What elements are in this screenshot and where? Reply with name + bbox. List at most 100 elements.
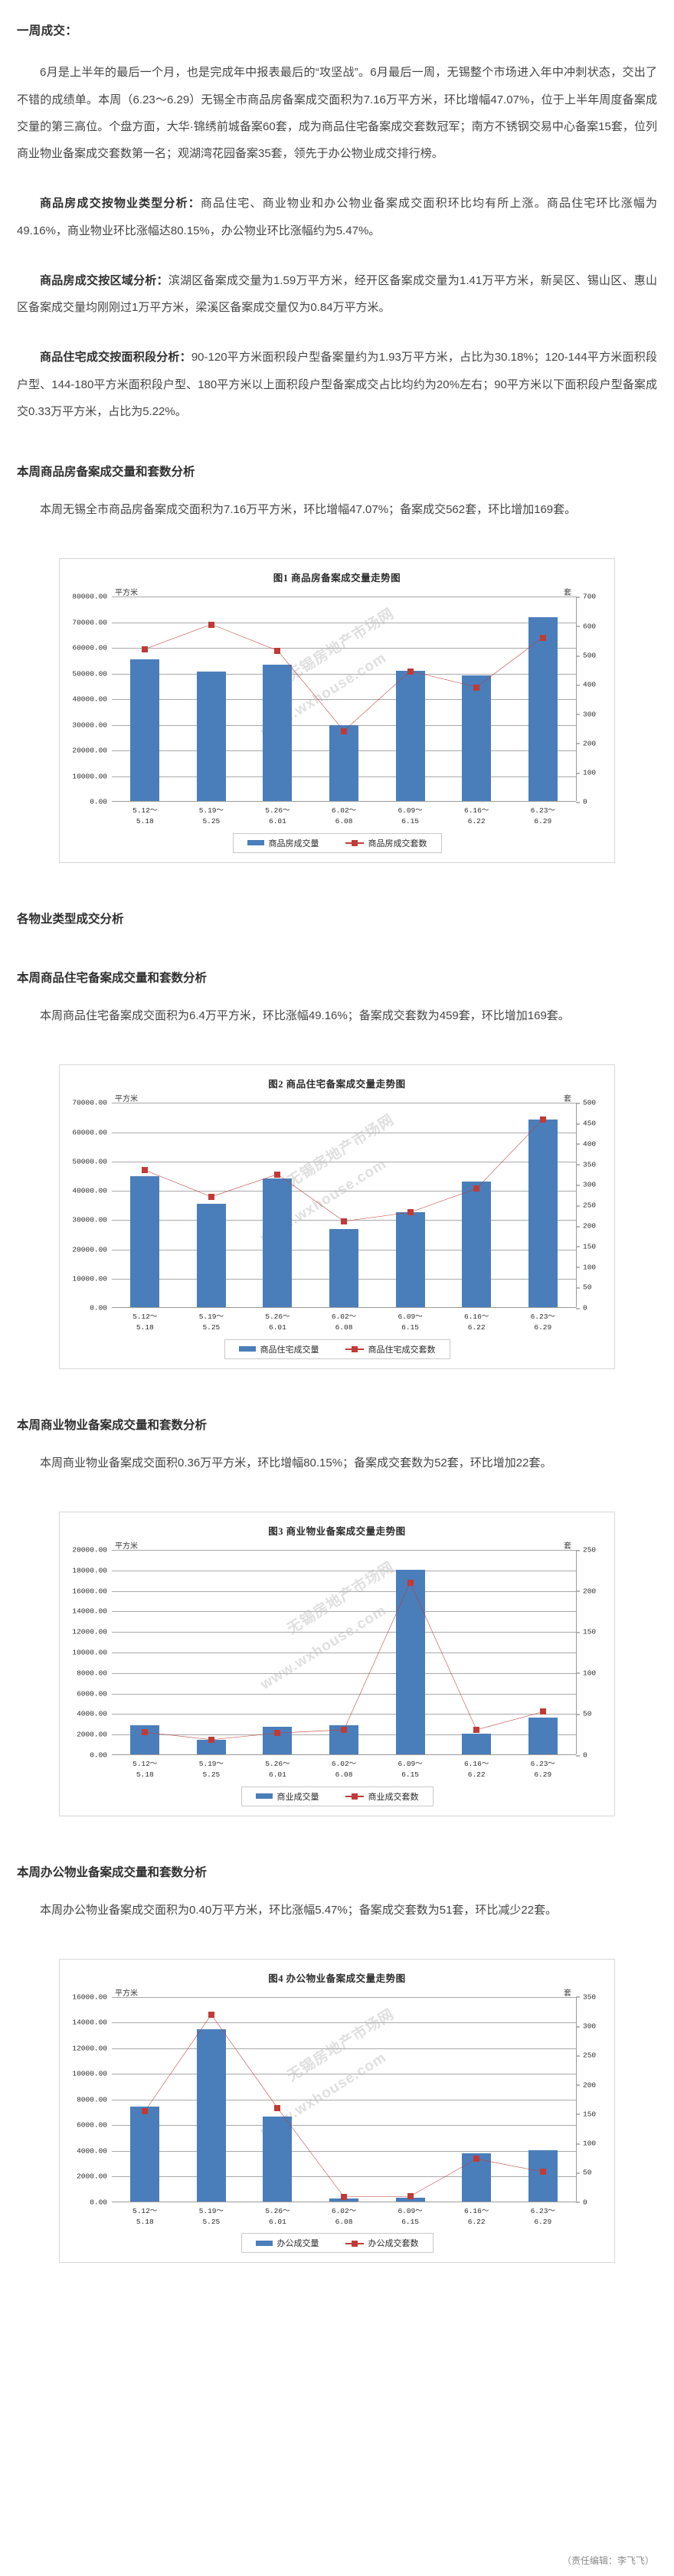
line-marker[interactable] <box>473 1185 480 1192</box>
line-marker[interactable] <box>539 1116 546 1123</box>
bar[interactable] <box>528 2149 558 2202</box>
line-marker[interactable] <box>142 1167 149 1174</box>
line-marker[interactable] <box>473 684 480 691</box>
bar[interactable] <box>395 2197 425 2202</box>
line-marker[interactable] <box>274 1171 281 1178</box>
y2-axis-unit-label: 套 <box>564 1542 571 1551</box>
line-marker[interactable] <box>407 2192 414 2199</box>
x-axis-tick: 5.19～ 5.25 <box>198 806 224 826</box>
line-marker[interactable] <box>407 1209 414 1216</box>
x-axis-tick: 5.26～ 6.01 <box>265 2206 290 2226</box>
bar[interactable] <box>130 1175 160 1308</box>
x-axis-tick: 6.02～ 6.08 <box>331 1760 357 1779</box>
section-body-commodity-housing: 本周无锡全市商品房备案成交面积为7.16万平方米，环比增幅47.07%；备案成交… <box>40 503 577 517</box>
line-marker[interactable] <box>341 1726 347 1733</box>
y-axis-tick: 20000.00 <box>72 1245 107 1254</box>
bar[interactable] <box>329 1228 359 1308</box>
legend-item-line[interactable]: 办公成交套数 <box>345 2237 419 2249</box>
line-series <box>112 1103 576 1307</box>
x-axis-tick: 5.12～ 5.18 <box>133 806 158 826</box>
y2-axis-tick: 100 <box>575 2139 597 2148</box>
bar[interactable] <box>329 724 359 802</box>
line-marker[interactable] <box>208 2011 214 2018</box>
line-marker[interactable] <box>341 1218 347 1225</box>
y-axis-tick: 30000.00 <box>72 1215 107 1224</box>
legend-item-line[interactable]: 商品住宅成交套数 <box>345 1343 436 1355</box>
legend-item-bar[interactable]: 商业成交量 <box>255 1790 319 1803</box>
bar-series <box>112 1550 576 1754</box>
y-axis-tick: 70000.00 <box>72 1098 107 1107</box>
legend-label: 办公成交量 <box>276 2239 319 2249</box>
y-axis-tick: 2000.00 <box>77 2172 107 2181</box>
line-marker[interactable] <box>539 634 546 641</box>
analysis-paragraph-property-type: 商品房成交按物业类型分析：商品住宅、商业物业和办公物业备案成交面积环比均有所上涨… <box>17 190 657 244</box>
bar-cell <box>443 1103 510 1308</box>
bar[interactable] <box>130 659 160 802</box>
line-marker[interactable] <box>142 646 149 653</box>
line-marker[interactable] <box>539 1708 546 1715</box>
bar-cell <box>443 1550 510 1754</box>
line-marker[interactable] <box>407 668 414 675</box>
y-axis-tick: 40000.00 <box>72 1186 107 1195</box>
chart-title: 图3 商业物业备案成交量走势图 <box>268 1526 406 1537</box>
legend-item-bar[interactable]: 商品房成交量 <box>247 837 319 849</box>
bar[interactable] <box>462 1734 492 1754</box>
bar[interactable] <box>263 1178 293 1308</box>
bar[interactable] <box>196 1740 226 1754</box>
line-marker[interactable] <box>274 1730 281 1737</box>
line-marker[interactable] <box>274 2104 281 2111</box>
line-marker[interactable] <box>341 727 347 734</box>
bar[interactable] <box>196 1203 226 1308</box>
y2-axis-tick: 200 <box>575 1587 597 1596</box>
bar[interactable] <box>263 2117 293 2202</box>
line-marker[interactable] <box>142 2107 149 2114</box>
legend-item-bar[interactable]: 商品住宅成交量 <box>238 1343 319 1355</box>
x-axis-labels: 5.12～ 5.18 5.19～ 5.25 5.26～ 6.01 6.02～ 6.08 6.09… <box>112 1312 576 1333</box>
bar[interactable] <box>528 616 558 802</box>
bar[interactable] <box>329 2198 359 2202</box>
y2-axis-tick: 700 <box>575 592 597 601</box>
bar[interactable] <box>395 671 425 802</box>
y2-axis-tick: 150 <box>575 1242 597 1251</box>
bar[interactable] <box>462 1182 492 1308</box>
legend-item-line[interactable]: 商品房成交套数 <box>345 837 427 849</box>
plot-area: 0.00 10000.00 20000.00 30000.00 40000.00 5000… <box>69 1099 605 1313</box>
chart-title: 图2 商品住宅备案成交量走势图 <box>268 1079 406 1090</box>
y2-axis-tick: 350 <box>575 1992 597 2002</box>
line-marker[interactable] <box>274 648 281 654</box>
bar[interactable] <box>462 675 492 802</box>
line-marker[interactable] <box>473 2156 480 2162</box>
y2-axis-tick: 0 <box>576 797 587 806</box>
bar[interactable] <box>130 2106 160 2202</box>
line-marker[interactable] <box>341 2193 347 2200</box>
bar[interactable] <box>395 1569 425 1754</box>
bar[interactable] <box>196 671 226 802</box>
line-marker[interactable] <box>208 621 214 628</box>
line-marker[interactable] <box>473 1726 480 1733</box>
bar-cell <box>112 1103 178 1308</box>
line-series <box>112 1997 576 2202</box>
bar[interactable] <box>528 1717 558 1754</box>
line-marker[interactable] <box>142 1729 149 1736</box>
section-title-commodity-housing: 本周商品房备案成交量和套数分析 <box>17 466 195 479</box>
bar-cell <box>509 1997 576 2202</box>
line-marker[interactable] <box>407 1579 414 1586</box>
y-axis-tick: 12000.00 <box>72 1627 107 1636</box>
line-marker[interactable] <box>208 1194 214 1201</box>
bar-cell <box>509 1550 576 1754</box>
line-marker[interactable] <box>208 1736 214 1743</box>
bar[interactable] <box>196 2029 226 2202</box>
x-axis-tick: 5.19～ 5.25 <box>198 1760 224 1779</box>
legend-item-line[interactable]: 商业成交套数 <box>345 1790 419 1803</box>
y-axis-unit-label: 平方米 <box>115 589 138 598</box>
analysis-lead-area-range: 商品住宅成交按面积段分析： <box>40 351 191 364</box>
x-axis-tick: 6.16～ 6.22 <box>464 1313 489 1332</box>
y-axis-tick: 8000.00 <box>77 1669 107 1678</box>
line-marker[interactable] <box>539 2168 546 2175</box>
bar[interactable] <box>263 664 293 802</box>
bar[interactable] <box>528 1120 558 1308</box>
bar[interactable] <box>395 1212 425 1308</box>
y2-axis-tick: 100 <box>575 768 597 777</box>
legend-item-bar[interactable]: 办公成交量 <box>255 2237 319 2249</box>
y2-axis-tick: 0 <box>576 2198 587 2207</box>
